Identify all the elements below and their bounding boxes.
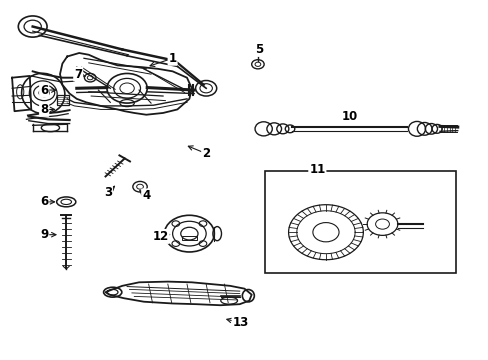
Text: 13: 13: [232, 316, 248, 329]
Bar: [57, 95, 68, 105]
Text: 6: 6: [40, 84, 48, 96]
Text: 4: 4: [142, 189, 150, 202]
Bar: [182, 237, 196, 240]
Text: 3: 3: [103, 186, 112, 199]
Text: 7: 7: [74, 68, 82, 81]
Text: 1: 1: [168, 52, 176, 65]
Text: 12: 12: [152, 230, 168, 243]
Text: 9: 9: [40, 228, 48, 241]
Text: 11: 11: [308, 163, 325, 176]
Text: 6: 6: [40, 195, 48, 208]
Text: 5: 5: [254, 43, 263, 56]
Text: 10: 10: [341, 110, 357, 123]
Text: 2: 2: [202, 147, 210, 160]
Bar: [264, 171, 455, 274]
Text: 8: 8: [40, 103, 48, 116]
